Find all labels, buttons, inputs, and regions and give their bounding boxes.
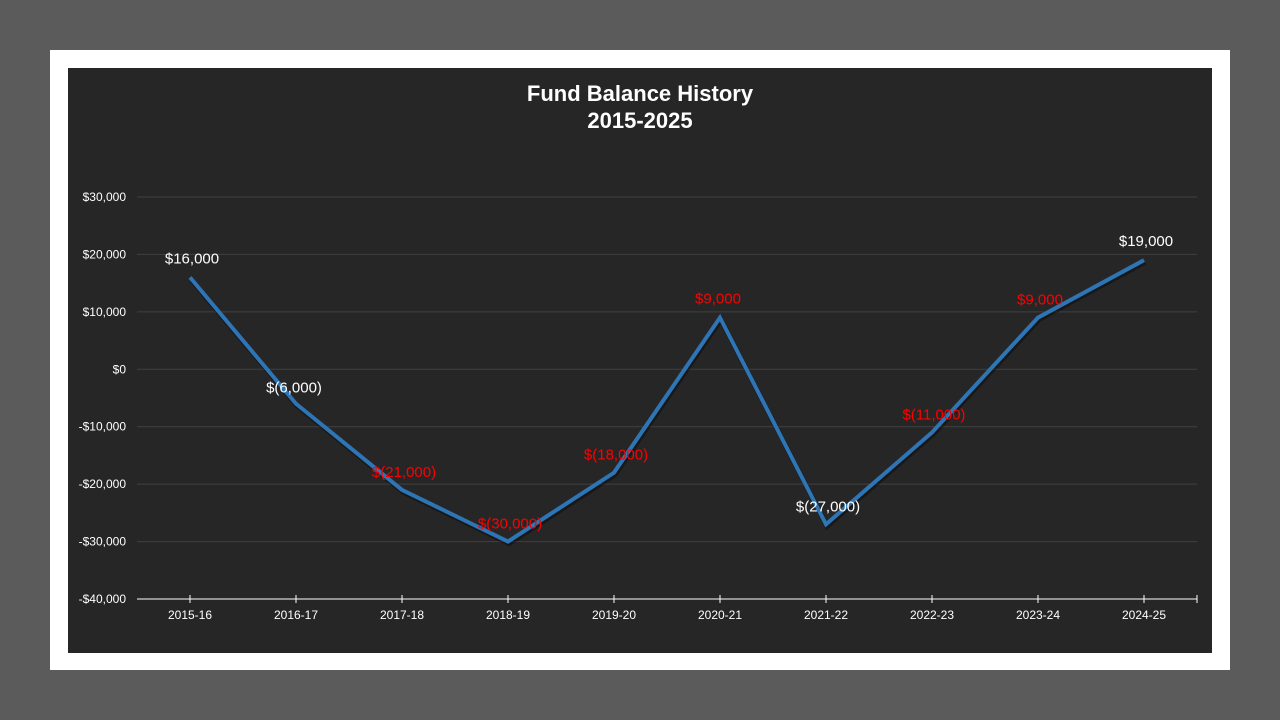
- x-tick-label: 2017-18: [380, 608, 424, 622]
- x-tick-label: 2015-16: [168, 608, 212, 622]
- x-axis: 2015-16 2016-17 2017-18 2018-19 2019-20 2020-…: [137, 595, 1198, 622]
- data-label: $(18,000): [584, 447, 648, 464]
- y-tick-label: -$30,000: [79, 535, 127, 549]
- x-tick-label: 2020-21: [698, 608, 742, 622]
- data-label: $16,000: [165, 250, 219, 267]
- data-label: $(30,000): [478, 516, 542, 533]
- x-tick-label: 2023-24: [1016, 608, 1060, 622]
- y-tick-label: $0: [113, 362, 127, 376]
- chart-subtitle: 2015-2025: [587, 108, 693, 133]
- x-tick-label: 2018-19: [486, 608, 530, 622]
- fund-balance-line: [188, 258, 1145, 544]
- x-tick-label: 2019-20: [592, 608, 636, 622]
- data-label: $19,000: [1119, 233, 1173, 250]
- y-tick-label: -$10,000: [79, 420, 127, 434]
- x-tick-label: 2016-17: [274, 608, 318, 622]
- y-tick-label: -$20,000: [79, 477, 127, 491]
- x-tick-label: 2022-23: [910, 608, 954, 622]
- data-label: $9,000: [1017, 292, 1063, 309]
- line-shadow: [189, 259, 1147, 547]
- y-tick-label: $30,000: [83, 190, 127, 204]
- data-label: $(6,000): [266, 380, 322, 397]
- x-tick-label: 2021-22: [804, 608, 848, 622]
- y-tick-label: -$40,000: [79, 592, 127, 606]
- gridlines: [137, 196, 1197, 543]
- chart-title-main: Fund Balance History: [526, 81, 754, 106]
- data-label: $9,000: [695, 291, 741, 308]
- data-labels: $16,000 $(6,000) $(21,000) $(30,000) $(18,00…: [165, 233, 1173, 532]
- chart-title: Fund Balance History 2015-2025: [0, 80, 1280, 134]
- y-tick-label: $20,000: [83, 247, 127, 261]
- y-axis: $30,000 $20,000 $10,000 $0 -$10,000 -$20,000 -…: [79, 190, 127, 606]
- data-label: $(11,000): [902, 406, 965, 423]
- data-label: $(27,000): [796, 498, 860, 515]
- data-label: $(21,000): [372, 464, 436, 481]
- y-tick-label: $10,000: [83, 305, 127, 319]
- series-line: [188, 258, 1147, 547]
- x-tick-label: 2024-25: [1122, 608, 1166, 622]
